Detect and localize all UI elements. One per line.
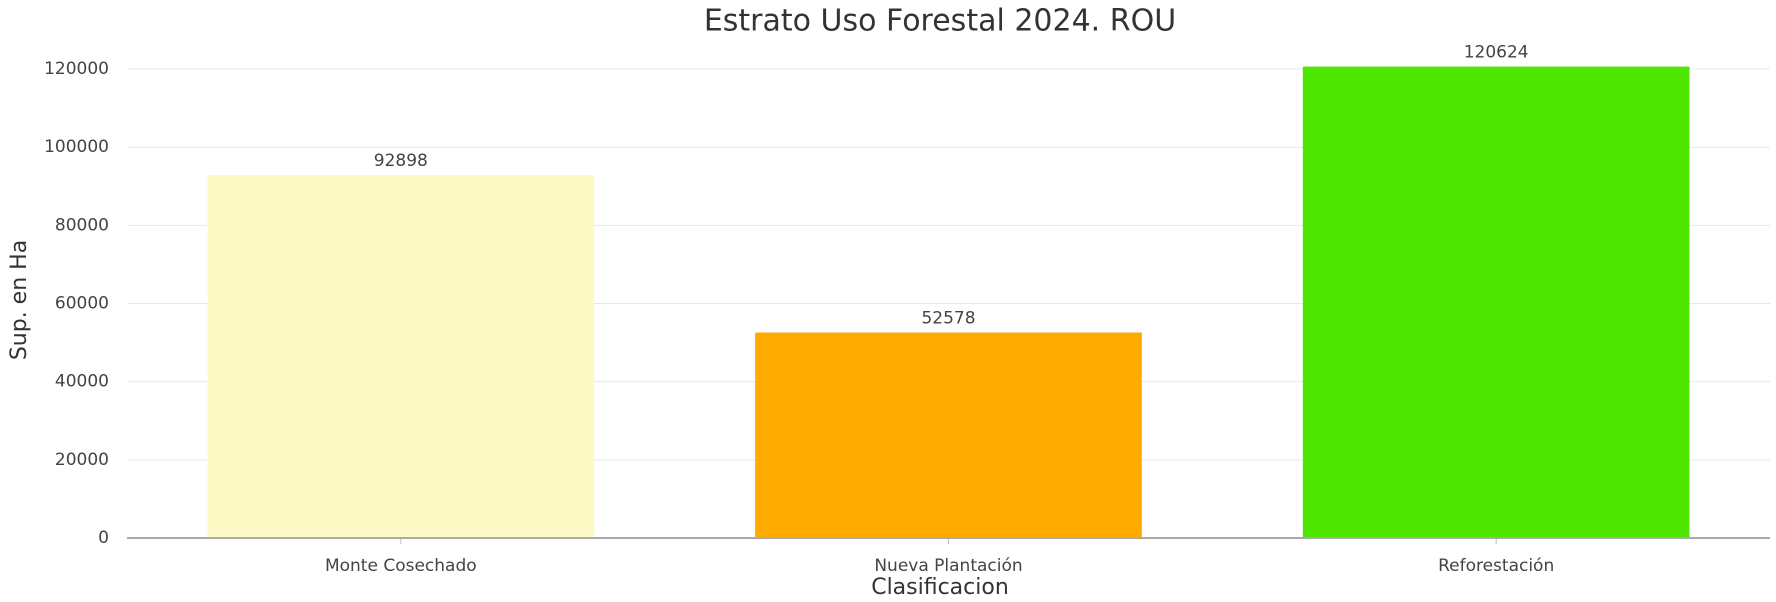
value-label: 92898 xyxy=(374,151,428,171)
x-tick-label: Nueva Plantación xyxy=(874,556,1022,576)
y-tick-label: 40000 xyxy=(55,372,109,392)
y-axis-title: Sup. en Ha xyxy=(7,240,32,360)
y-tick-label: 120000 xyxy=(44,59,109,79)
y-tick-label: 20000 xyxy=(55,450,109,470)
x-tick-label: Monte Cosechado xyxy=(325,556,477,576)
x-axis-title: Clasificacion xyxy=(871,575,1009,600)
y-tick-label: 0 xyxy=(98,528,109,548)
chart-title: Estrato Uso Forestal 2024. ROU xyxy=(704,4,1176,39)
bar xyxy=(1302,66,1690,538)
y-tick-label: 80000 xyxy=(55,215,109,235)
value-label: 52578 xyxy=(921,309,975,329)
y-tick-label: 60000 xyxy=(55,294,109,314)
value-label: 120624 xyxy=(1464,43,1529,63)
bar xyxy=(755,332,1142,538)
bar xyxy=(207,174,595,538)
x-tick-label: Reforestación xyxy=(1438,556,1554,576)
y-tick-label: 100000 xyxy=(44,137,109,157)
